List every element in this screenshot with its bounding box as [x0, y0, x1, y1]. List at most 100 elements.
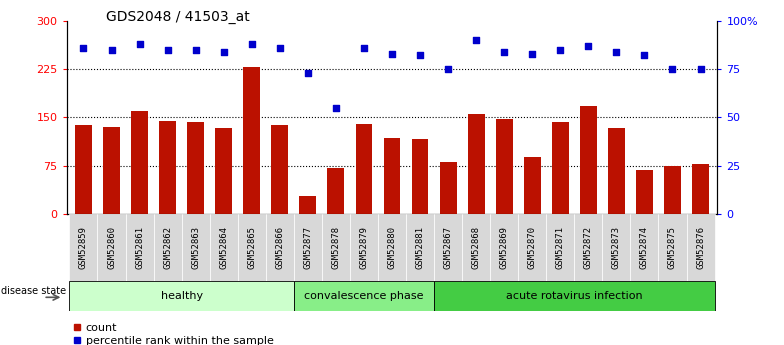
Bar	[182, 214, 209, 281]
Bar	[75, 125, 92, 214]
Point	[190, 47, 202, 52]
Point	[133, 41, 146, 47]
Text: GSM52877: GSM52877	[303, 226, 312, 269]
Point	[554, 47, 567, 52]
Bar	[299, 196, 316, 214]
Text: GSM52860: GSM52860	[107, 226, 116, 269]
Point	[695, 66, 707, 72]
Bar	[103, 127, 120, 214]
Bar	[490, 214, 518, 281]
Bar	[412, 139, 429, 214]
Text: GDS2048 / 41503_at: GDS2048 / 41503_at	[106, 10, 249, 24]
Text: GSM52868: GSM52868	[472, 226, 481, 269]
Bar	[271, 125, 289, 214]
Point	[470, 37, 482, 43]
Text: GSM52864: GSM52864	[220, 226, 228, 269]
Text: convalescence phase: convalescence phase	[304, 291, 423, 301]
Bar	[322, 214, 350, 281]
Text: GSM52879: GSM52879	[359, 226, 368, 269]
Bar	[350, 214, 378, 281]
Bar	[552, 122, 568, 214]
Point	[329, 105, 342, 110]
Point	[442, 66, 455, 72]
Point	[274, 45, 286, 50]
Bar	[355, 124, 372, 214]
Text: GSM52876: GSM52876	[696, 226, 705, 269]
Text: GSM52862: GSM52862	[163, 226, 172, 269]
Bar	[266, 214, 294, 281]
Bar	[97, 214, 125, 281]
Text: GSM52869: GSM52869	[499, 226, 509, 269]
Point	[245, 41, 258, 47]
Bar	[70, 281, 294, 310]
Bar	[659, 214, 687, 281]
Point	[162, 47, 174, 52]
Bar	[518, 214, 546, 281]
Point	[302, 70, 314, 76]
Text: GSM52875: GSM52875	[668, 226, 677, 269]
Point	[77, 45, 89, 50]
Text: GSM52874: GSM52874	[640, 226, 649, 269]
Point	[414, 53, 426, 58]
Text: GSM52880: GSM52880	[387, 226, 397, 269]
Point	[105, 47, 118, 52]
Bar	[580, 106, 597, 214]
Text: GSM52859: GSM52859	[79, 226, 88, 269]
Bar	[294, 281, 434, 310]
Point	[666, 66, 679, 72]
Bar	[602, 214, 630, 281]
Bar	[154, 214, 182, 281]
Bar	[664, 166, 681, 214]
Bar	[434, 281, 714, 310]
Legend: count, percentile rank within the sample: count, percentile rank within the sample	[72, 323, 274, 345]
Text: GSM52871: GSM52871	[556, 226, 564, 269]
Point	[358, 45, 370, 50]
Bar	[495, 119, 513, 214]
Bar	[524, 157, 541, 214]
Text: GSM52881: GSM52881	[416, 226, 425, 269]
Text: disease state: disease state	[2, 286, 67, 296]
Bar	[187, 122, 204, 214]
Bar	[131, 111, 148, 214]
Bar	[294, 214, 322, 281]
Point	[610, 49, 622, 55]
Bar	[209, 214, 238, 281]
Bar	[70, 214, 97, 281]
Point	[582, 43, 594, 49]
Text: GSM52865: GSM52865	[247, 226, 256, 269]
Bar	[216, 128, 232, 214]
Point	[498, 49, 510, 55]
Bar	[575, 214, 602, 281]
Text: GSM52873: GSM52873	[612, 226, 621, 269]
Point	[526, 51, 539, 56]
Bar	[440, 162, 456, 214]
Bar	[378, 214, 406, 281]
Bar	[159, 120, 176, 214]
Text: healthy: healthy	[161, 291, 203, 301]
Bar	[383, 138, 401, 214]
Bar	[238, 214, 266, 281]
Text: GSM52861: GSM52861	[135, 226, 144, 269]
Text: acute rotavirus infection: acute rotavirus infection	[506, 291, 643, 301]
Bar	[406, 214, 434, 281]
Bar	[687, 214, 714, 281]
Bar	[462, 214, 490, 281]
Bar	[636, 170, 653, 214]
Text: GSM52866: GSM52866	[275, 226, 285, 269]
Bar	[434, 214, 462, 281]
Bar	[692, 164, 709, 214]
Text: GSM52867: GSM52867	[444, 226, 452, 269]
Point	[217, 49, 230, 55]
Point	[638, 53, 651, 58]
Bar	[125, 214, 154, 281]
Text: GSM52872: GSM52872	[584, 226, 593, 269]
Bar	[243, 67, 260, 214]
Bar	[468, 114, 485, 214]
Bar	[608, 128, 625, 214]
Point	[386, 51, 398, 56]
Text: GSM52863: GSM52863	[191, 226, 200, 269]
Bar	[546, 214, 575, 281]
Text: GSM52878: GSM52878	[332, 226, 340, 269]
Bar	[328, 168, 344, 214]
Bar	[630, 214, 659, 281]
